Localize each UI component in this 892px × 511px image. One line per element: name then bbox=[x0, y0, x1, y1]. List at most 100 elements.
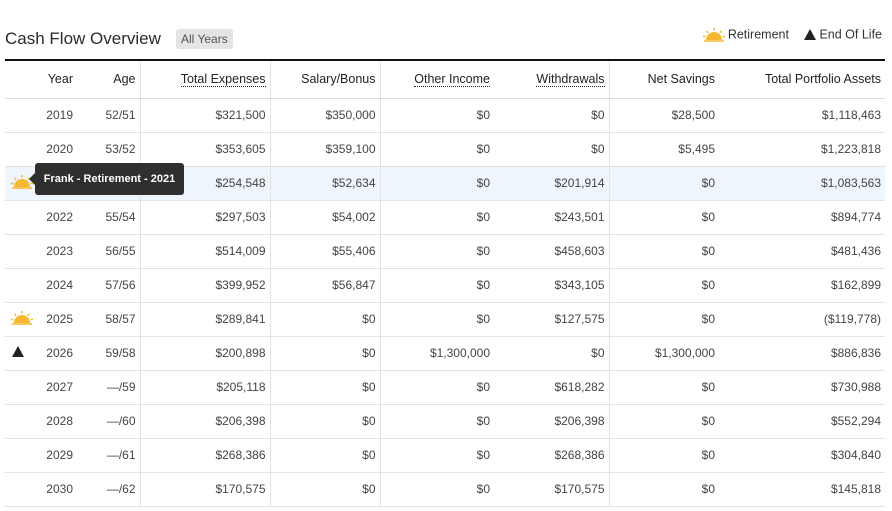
net-savings-cell: $0 bbox=[609, 404, 719, 439]
withdrawals-cell: $201,914 bbox=[494, 166, 610, 201]
table-header-row: Year Age Total Expenses Salary/Bonus Oth… bbox=[5, 61, 885, 99]
salary-bonus-cell: $52,634 bbox=[270, 166, 381, 201]
total-portfolio-assets-cell: $552,294 bbox=[719, 404, 885, 439]
table-row[interactable]: 2027 —/59 $205,118 $0 $0 $618,282 $0 $730,988 bbox=[5, 370, 885, 405]
withdrawals-cell: $618,282 bbox=[494, 370, 610, 405]
row-icon-cell bbox=[5, 404, 37, 439]
withdrawals-cell: $0 bbox=[494, 132, 610, 167]
table-row[interactable]: 2029 —/61 $268,386 $0 $0 $268,386 $0 $304,840 bbox=[5, 438, 885, 473]
year-cell: 2030 bbox=[37, 472, 77, 507]
table-row[interactable]: 2023 56/55 $514,009 $55,406 $0 $458,603 $0 $481… bbox=[5, 234, 885, 269]
net-savings-cell: $0 bbox=[609, 200, 719, 235]
year-cell: 2022 bbox=[37, 200, 77, 235]
net-savings-cell: $0 bbox=[609, 438, 719, 473]
page-title: Cash Flow Overview bbox=[5, 29, 161, 48]
withdrawals-column-header[interactable]: Withdrawals bbox=[494, 61, 610, 99]
age-cell: —/60 bbox=[77, 404, 141, 439]
net-savings-cell: $1,300,000 bbox=[609, 336, 719, 371]
age-column-header: Age bbox=[77, 61, 141, 99]
total-expenses-cell: $289,841 bbox=[140, 302, 271, 337]
other-income-cell: $0 bbox=[380, 132, 494, 167]
salary-bonus-cell: $0 bbox=[270, 370, 381, 405]
triangle-icon bbox=[12, 346, 24, 357]
total-expenses-cell: $268,386 bbox=[140, 438, 271, 473]
sun-icon bbox=[11, 310, 33, 325]
age-cell: 56/55 bbox=[77, 234, 141, 269]
total-portfolio-assets-cell: $1,083,563 bbox=[719, 166, 885, 201]
withdrawals-cell: $170,575 bbox=[494, 472, 610, 507]
other-income-cell: $0 bbox=[380, 404, 494, 439]
total-expenses-cell: $205,118 bbox=[140, 370, 271, 405]
withdrawals-cell: $127,575 bbox=[494, 302, 610, 337]
retirement-tooltip: Frank - Retirement - 2021 bbox=[29, 163, 184, 195]
total-expenses-cell: $297,503 bbox=[140, 200, 271, 235]
legend: Retirement End Of Life bbox=[702, 27, 882, 42]
year-cell: 2025 bbox=[37, 302, 77, 337]
table-row[interactable]: 2024 57/56 $399,952 $56,847 $0 $343,105 $0 $162… bbox=[5, 268, 885, 303]
table-row[interactable]: 2025 58/57 $289,841 $0 $0 $127,575 $0 ($119,778… bbox=[5, 302, 885, 337]
icon-column-header bbox=[5, 61, 37, 99]
total-portfolio-assets-cell: $894,774 bbox=[719, 200, 885, 235]
year-filter-badge[interactable]: All Years bbox=[176, 29, 233, 49]
withdrawals-cell: $0 bbox=[494, 336, 610, 371]
row-icon-cell[interactable] bbox=[5, 302, 37, 337]
net-savings-cell: $0 bbox=[609, 234, 719, 269]
cash-flow-table: Year Age Total Expenses Salary/Bonus Oth… bbox=[5, 59, 885, 507]
table-row[interactable]: 2026 59/58 $200,898 $0 $1,300,000 $0 $1,300,00… bbox=[5, 336, 885, 371]
total-expenses-cell: $399,952 bbox=[140, 268, 271, 303]
total-expenses-cell: $170,575 bbox=[140, 472, 271, 507]
other-income-cell: $0 bbox=[380, 166, 494, 201]
total-portfolio-assets-cell: ($119,778) bbox=[719, 302, 885, 337]
year-cell: 2029 bbox=[37, 438, 77, 473]
net-savings-cell: $5,495 bbox=[609, 132, 719, 167]
total-expenses-cell: $514,009 bbox=[140, 234, 271, 269]
row-icon-cell bbox=[5, 132, 37, 167]
table-row[interactable]: 2022 55/54 $297,503 $54,002 $0 $243,501 $0 $894… bbox=[5, 200, 885, 235]
total-portfolio-assets-cell: $1,223,818 bbox=[719, 132, 885, 167]
total-portfolio-assets-cell: $886,836 bbox=[719, 336, 885, 371]
other-income-column-header[interactable]: Other Income bbox=[380, 61, 494, 99]
year-cell: 2023 bbox=[37, 234, 77, 269]
total-portfolio-assets-column-header: Total Portfolio Assets bbox=[719, 61, 885, 99]
table-row[interactable]: 2028 —/60 $206,398 $0 $0 $206,398 $0 $552,294 bbox=[5, 404, 885, 439]
salary-bonus-cell: $54,002 bbox=[270, 200, 381, 235]
year-cell: 2019 bbox=[37, 98, 77, 133]
total-expenses-cell: $321,500 bbox=[140, 98, 271, 133]
age-cell: —/61 bbox=[77, 438, 141, 473]
age-cell: 58/57 bbox=[77, 302, 141, 337]
table-row[interactable]: 2030 —/62 $170,575 $0 $0 $170,575 $0 $145,818 bbox=[5, 472, 885, 507]
other-income-cell: $0 bbox=[380, 200, 494, 235]
withdrawals-cell: $243,501 bbox=[494, 200, 610, 235]
table-row[interactable]: 2019 52/51 $321,500 $350,000 $0 $0 $28,500 $1,1… bbox=[5, 98, 885, 133]
other-income-cell: $0 bbox=[380, 472, 494, 507]
net-savings-cell: $0 bbox=[609, 302, 719, 337]
net-savings-cell: $28,500 bbox=[609, 98, 719, 133]
age-cell: 57/56 bbox=[77, 268, 141, 303]
table-row[interactable]: 2020 53/52 $353,605 $359,100 $0 $0 $5,495 $1,22… bbox=[5, 132, 885, 167]
salary-bonus-cell: $55,406 bbox=[270, 234, 381, 269]
withdrawals-cell: $0 bbox=[494, 98, 610, 133]
total-portfolio-assets-cell: $481,436 bbox=[719, 234, 885, 269]
row-icon-cell bbox=[5, 472, 37, 507]
sun-icon bbox=[702, 27, 725, 42]
total-portfolio-assets-cell: $162,899 bbox=[719, 268, 885, 303]
row-icon-cell[interactable] bbox=[5, 336, 37, 371]
total-expenses-cell: $206,398 bbox=[140, 404, 271, 439]
net-savings-cell: $0 bbox=[609, 166, 719, 201]
salary-bonus-cell: $0 bbox=[270, 438, 381, 473]
net-savings-cell: $0 bbox=[609, 268, 719, 303]
row-icon-cell bbox=[5, 438, 37, 473]
salary-bonus-cell: $0 bbox=[270, 404, 381, 439]
total-expenses-column-header[interactable]: Total Expenses bbox=[140, 61, 271, 99]
year-cell: 2027 bbox=[37, 370, 77, 405]
salary-bonus-cell: $359,100 bbox=[270, 132, 381, 167]
total-expenses-cell: $353,605 bbox=[140, 132, 271, 167]
salary-bonus-cell: $0 bbox=[270, 336, 381, 371]
header: Cash Flow Overview All Years Retirement … bbox=[5, 27, 885, 57]
row-icon-cell bbox=[5, 98, 37, 133]
row-icon-cell bbox=[5, 370, 37, 405]
salary-bonus-cell: $350,000 bbox=[270, 98, 381, 133]
other-income-cell: $0 bbox=[380, 438, 494, 473]
age-cell: 53/52 bbox=[77, 132, 141, 167]
age-cell: 55/54 bbox=[77, 200, 141, 235]
